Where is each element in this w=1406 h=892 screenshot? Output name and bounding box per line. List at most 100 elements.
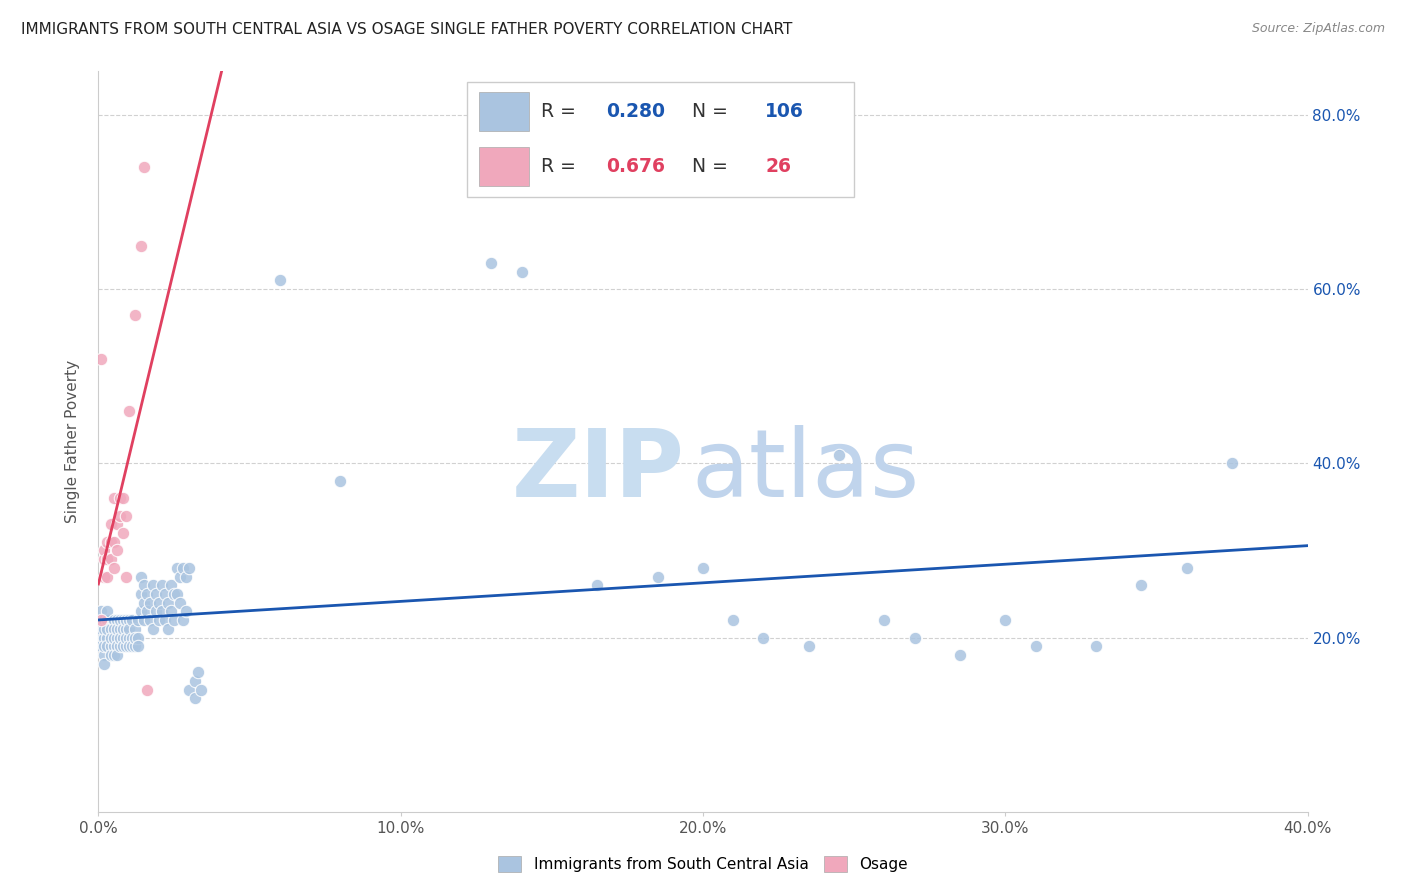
Point — [121, 631, 143, 645]
Point — [103, 561, 125, 575]
Y-axis label: Single Father Poverty: Single Father Poverty — [65, 360, 80, 523]
Point — [100, 622, 122, 636]
Point — [111, 526, 134, 541]
Point — [114, 622, 136, 636]
Point — [103, 491, 125, 505]
Point — [108, 639, 131, 653]
Point — [156, 596, 179, 610]
Point — [169, 596, 191, 610]
Text: ZIP: ZIP — [512, 425, 685, 517]
Point — [752, 631, 775, 645]
Point — [105, 648, 128, 662]
Point — [132, 578, 155, 592]
Point — [93, 639, 115, 653]
Point — [797, 639, 820, 653]
Point — [118, 404, 141, 418]
Point — [156, 622, 179, 636]
Point — [179, 561, 201, 575]
Point — [132, 613, 155, 627]
Point — [121, 639, 143, 653]
Point — [118, 622, 141, 636]
Point — [150, 578, 173, 592]
Point — [129, 604, 152, 618]
Text: Source: ZipAtlas.com: Source: ZipAtlas.com — [1251, 22, 1385, 36]
Point — [166, 561, 188, 575]
Point — [93, 657, 115, 671]
Point — [111, 613, 134, 627]
Point — [142, 622, 165, 636]
Point — [118, 639, 141, 653]
Point — [108, 631, 131, 645]
Point — [174, 604, 197, 618]
Point — [111, 631, 134, 645]
Point — [111, 622, 134, 636]
Point — [103, 639, 125, 653]
Point — [1085, 639, 1108, 653]
Point — [1220, 456, 1243, 470]
Point — [103, 534, 125, 549]
Text: IMMIGRANTS FROM SOUTH CENTRAL ASIA VS OSAGE SINGLE FATHER POVERTY CORRELATION CH: IMMIGRANTS FROM SOUTH CENTRAL ASIA VS OS… — [21, 22, 793, 37]
Point — [135, 587, 157, 601]
Point — [172, 561, 194, 575]
Point — [90, 622, 112, 636]
Point — [90, 613, 112, 627]
Point — [114, 631, 136, 645]
Point — [96, 552, 118, 566]
Point — [510, 265, 533, 279]
Point — [129, 569, 152, 583]
Point — [994, 613, 1017, 627]
Point — [135, 604, 157, 618]
Point — [100, 631, 122, 645]
Legend: Immigrants from South Central Asia, Osage: Immigrants from South Central Asia, Osag… — [491, 848, 915, 880]
Point — [127, 639, 149, 653]
Point — [828, 448, 851, 462]
Point — [647, 569, 669, 583]
Point — [169, 569, 191, 583]
Point — [93, 648, 115, 662]
Point — [145, 587, 167, 601]
Point — [108, 613, 131, 627]
Point — [139, 596, 162, 610]
Point — [142, 578, 165, 592]
Point — [124, 308, 146, 322]
Point — [90, 351, 112, 366]
Point — [100, 639, 122, 653]
Point — [124, 639, 146, 653]
Point — [93, 543, 115, 558]
Point — [96, 534, 118, 549]
Point — [96, 631, 118, 645]
Point — [90, 604, 112, 618]
Point — [163, 587, 186, 601]
Point — [174, 569, 197, 583]
Point — [179, 682, 201, 697]
Point — [90, 631, 112, 645]
Point — [150, 604, 173, 618]
Point — [129, 238, 152, 252]
Point — [114, 569, 136, 583]
Point — [103, 622, 125, 636]
Point — [118, 631, 141, 645]
Point — [184, 674, 207, 689]
Point — [111, 639, 134, 653]
Point — [90, 613, 112, 627]
Point — [127, 631, 149, 645]
Point — [132, 160, 155, 174]
Point — [692, 561, 714, 575]
Point — [93, 622, 115, 636]
Point — [166, 587, 188, 601]
Point — [148, 613, 170, 627]
Point — [190, 682, 212, 697]
Point — [118, 613, 141, 627]
Point — [184, 691, 207, 706]
Point — [139, 613, 162, 627]
Point — [96, 622, 118, 636]
Point — [105, 517, 128, 532]
Point — [153, 613, 176, 627]
Point — [114, 508, 136, 523]
Point — [105, 622, 128, 636]
Point — [1130, 578, 1153, 592]
Point — [114, 639, 136, 653]
Point — [1175, 561, 1198, 575]
Point — [160, 604, 183, 618]
Point — [121, 613, 143, 627]
